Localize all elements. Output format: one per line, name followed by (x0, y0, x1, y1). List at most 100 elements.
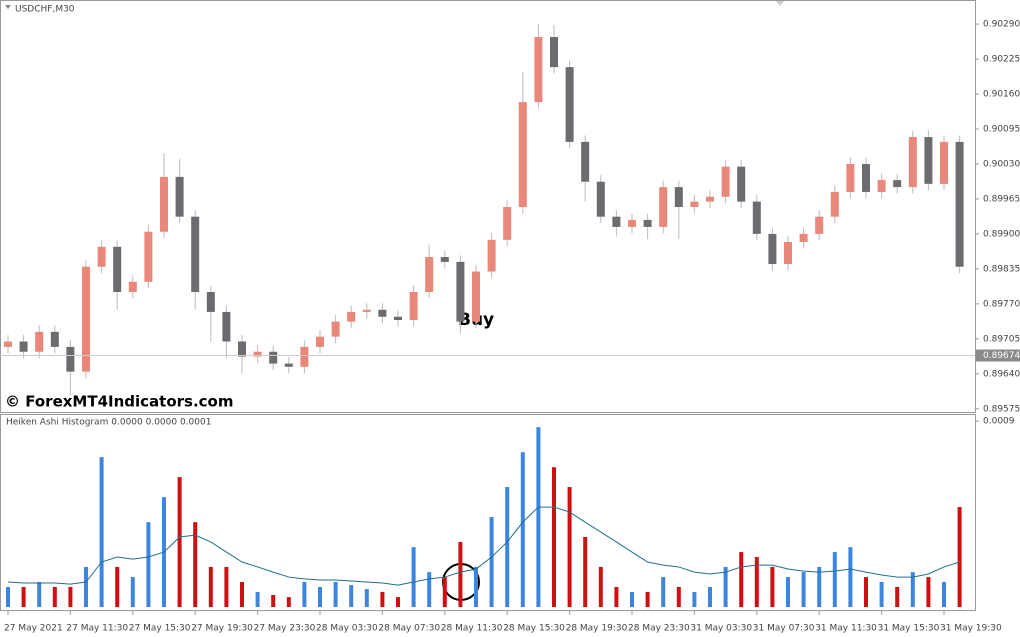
x-tick-label: 31 May 07:30 (753, 624, 815, 634)
x-tick-label: 27 May 19:30 (191, 624, 253, 634)
candle-body (752, 201, 761, 234)
histogram-bar (879, 582, 884, 607)
histogram-bar (286, 597, 291, 607)
y-tick-label: 0.89705 (983, 334, 1020, 344)
histogram-bar (661, 577, 666, 607)
histogram-bar (115, 566, 120, 607)
x-tick-label: 27 May 2021 (4, 624, 63, 634)
histogram-bar (505, 487, 510, 607)
histogram-bar (364, 589, 369, 607)
candle-body (503, 207, 512, 240)
histogram-bar (240, 582, 244, 607)
histogram-bar (396, 597, 400, 607)
candle-body (784, 241, 792, 265)
histogram-bar (630, 591, 634, 607)
histogram-bar (692, 591, 697, 607)
symbol-title: USDCHF,M30 (15, 5, 75, 15)
histogram-bar (146, 522, 151, 607)
candle-body (534, 36, 543, 103)
candle-body (347, 311, 356, 322)
candle-body (721, 166, 730, 197)
candle-body (924, 137, 933, 184)
candle-body (565, 67, 574, 142)
candle-body (238, 341, 246, 357)
histogram-bar (926, 577, 931, 607)
candle-body (222, 311, 231, 342)
histogram-bar (895, 586, 900, 607)
histogram-bar (458, 541, 463, 607)
candle-body (550, 36, 558, 68)
histogram-bar (723, 566, 728, 607)
candle-body (300, 346, 309, 367)
histogram-bar (68, 586, 73, 607)
candle-body (877, 180, 886, 192)
x-tick-label: 27 May 11:30 (66, 624, 128, 634)
histogram-bar (957, 507, 962, 607)
histogram-bar (255, 591, 260, 607)
candle-body (409, 292, 418, 320)
histogram-bar (536, 427, 541, 607)
histogram-bar (474, 566, 478, 607)
histogram-bar (208, 566, 213, 607)
candle-body (456, 261, 465, 322)
histogram-bar (349, 585, 354, 607)
candle-body (908, 137, 917, 188)
y-tick-label: 0.89835 (983, 264, 1020, 274)
histogram-bar (817, 566, 822, 607)
candle-body (394, 316, 402, 320)
histogram-bar (832, 552, 837, 607)
histogram-bar (21, 586, 26, 607)
candle-body (440, 257, 449, 262)
candle-body (331, 321, 340, 337)
histogram-bar (84, 566, 88, 607)
histogram-bar (552, 467, 556, 607)
candle-body (253, 351, 262, 357)
histogram-bar (333, 582, 338, 607)
panel-menu-icon (5, 5, 11, 9)
y-tick-label: 0.90030 (983, 159, 1020, 169)
histogram-bar (567, 487, 572, 607)
candle-body (97, 246, 106, 267)
y-tick-label: 0.90095 (983, 124, 1020, 134)
histogram-bar (910, 572, 915, 607)
main-panel-frame (0, 0, 976, 413)
x-tick-label: 31 May 19:30 (940, 624, 1002, 634)
candle-body (378, 309, 387, 317)
y-tick-label: 0.90160 (983, 90, 1020, 100)
candle-body (674, 187, 683, 207)
candle-body (518, 102, 527, 207)
x-tick-label: 31 May 11:30 (815, 624, 877, 634)
sub-panel-frame (0, 414, 976, 611)
y-tick-label: 0.89575 (983, 404, 1020, 414)
candle-body (66, 346, 75, 372)
candle-body (191, 216, 200, 293)
candle-body (846, 163, 855, 192)
x-tick-label: 28 May 11:30 (441, 624, 503, 634)
histogram-bar (520, 452, 525, 607)
x-tick-label: 28 May 07:30 (378, 624, 440, 634)
candle-body (893, 180, 902, 188)
y-tick-label: 0.90290 (983, 20, 1020, 30)
histogram-bar (442, 577, 447, 607)
candle-body (82, 266, 90, 372)
histogram-bar (786, 577, 790, 607)
candle-body (316, 336, 324, 347)
candle-body (284, 363, 293, 367)
histogram-bar (614, 586, 619, 607)
histogram-bar (380, 591, 385, 607)
histogram-bar (676, 586, 681, 607)
candle-body (706, 196, 714, 202)
histogram-bar (942, 582, 946, 607)
y-tick-label: 0.0009 (983, 417, 1015, 427)
x-tick-label: 31 May 15:30 (878, 624, 940, 634)
histogram-bar (848, 547, 853, 607)
candle-body (113, 246, 122, 293)
histogram-bar (177, 477, 182, 607)
candle-body (737, 166, 746, 202)
x-tick-label: 31 May 03:30 (690, 624, 752, 634)
candle-body (940, 141, 948, 184)
histogram-bar (598, 566, 603, 607)
histogram-bar (37, 582, 42, 607)
